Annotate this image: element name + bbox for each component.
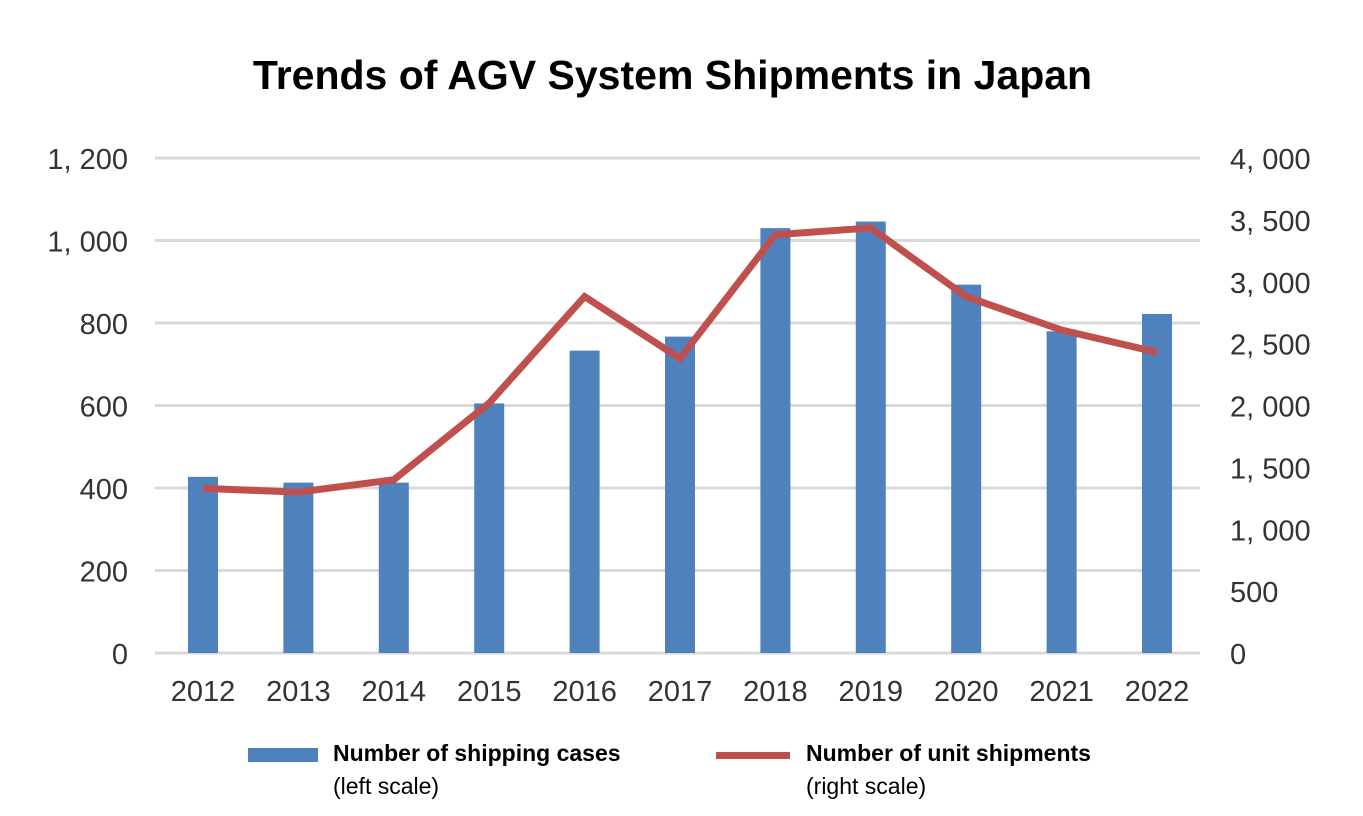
bar-2017 xyxy=(665,336,695,653)
legend-swatch-line xyxy=(716,752,790,759)
chart-title: Trends of AGV System Shipments in Japan xyxy=(252,52,1093,98)
x-tick-label: 2012 xyxy=(171,676,236,708)
legend-item-bars: Number of shipping cases (left scale) xyxy=(248,740,621,800)
bar-2014 xyxy=(378,482,409,653)
legend-note: (left scale) xyxy=(333,773,440,799)
bar-2022 xyxy=(1142,313,1172,653)
left-tick-label: 400 xyxy=(80,474,128,506)
right-tick-label: 1, 000 xyxy=(1230,515,1311,547)
x-tick-label: 2013 xyxy=(266,676,331,708)
right-tick-label: 1, 500 xyxy=(1230,453,1311,485)
left-tick-label: 800 xyxy=(80,309,128,341)
x-tick-label: 2020 xyxy=(934,676,999,708)
x-tick-label: 2015 xyxy=(457,676,522,708)
legend-swatch-bar xyxy=(248,748,318,762)
legend-label: Number of unit shipments xyxy=(806,740,1091,766)
x-tick-label: 2022 xyxy=(1125,676,1190,708)
right-tick-label: 2, 500 xyxy=(1230,330,1311,362)
right-tick-label: 3, 500 xyxy=(1230,206,1311,238)
x-tick-label: 2018 xyxy=(743,676,808,708)
right-tick-label: 0 xyxy=(1230,639,1246,671)
bar-2018 xyxy=(760,228,791,653)
x-tick-label: 2016 xyxy=(552,676,617,708)
bar-2019 xyxy=(855,221,886,653)
left-tick-label: 1, 000 xyxy=(47,227,128,259)
right-tick-label: 2, 000 xyxy=(1230,392,1311,424)
left-tick-label: 1, 200 xyxy=(47,144,128,176)
right-tick-label: 500 xyxy=(1230,577,1278,609)
bar-2015 xyxy=(474,403,505,653)
bar-2013 xyxy=(283,482,314,653)
legend-note: (right scale) xyxy=(806,773,927,799)
legend-item-line: Number of unit shipments (right scale) xyxy=(716,740,1091,800)
bar-2012 xyxy=(188,476,218,653)
bar-2021 xyxy=(1046,331,1077,653)
x-tick-label: 2014 xyxy=(362,676,427,708)
legend-label: Number of shipping cases xyxy=(333,740,621,766)
left-tick-label: 200 xyxy=(80,557,128,589)
bar-2020 xyxy=(951,284,982,653)
x-tick-label: 2021 xyxy=(1029,676,1094,708)
right-tick-label: 4, 000 xyxy=(1230,144,1311,176)
right-tick-label: 3, 000 xyxy=(1230,268,1311,300)
bar-2016 xyxy=(569,350,600,653)
x-tick-label: 2019 xyxy=(839,676,904,708)
x-tick-label: 2017 xyxy=(648,676,713,708)
left-tick-label: 600 xyxy=(80,392,128,424)
left-tick-label: 0 xyxy=(112,639,128,671)
